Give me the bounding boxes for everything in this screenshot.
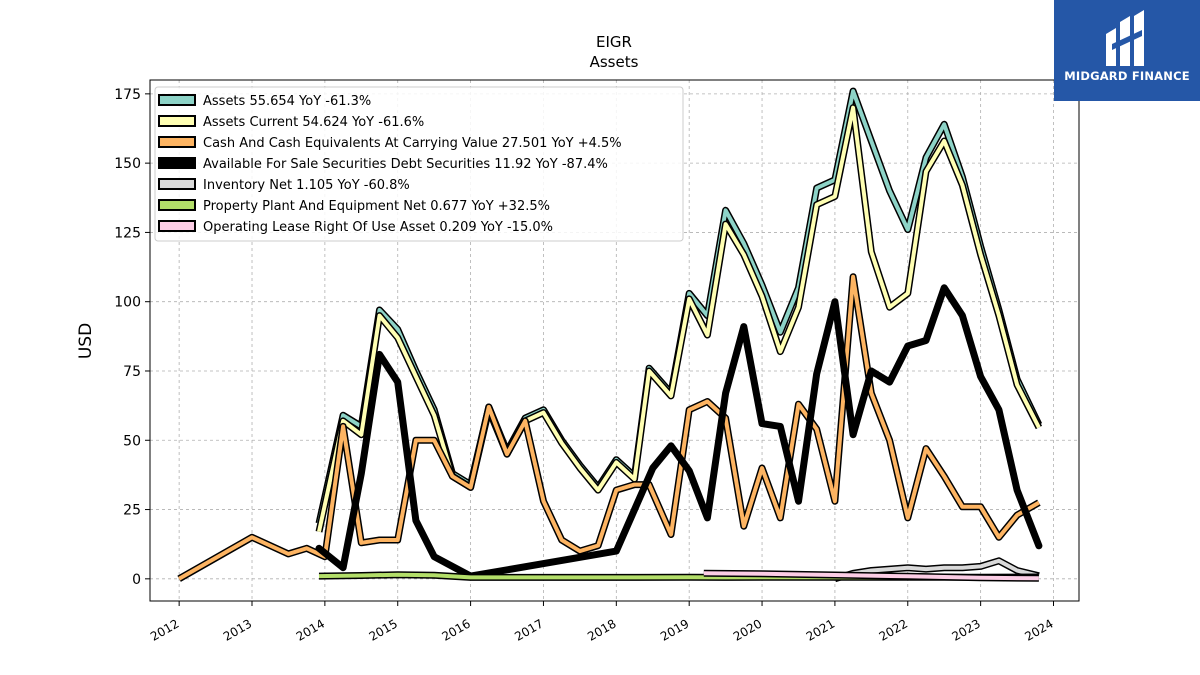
x-tick-label: 2024 xyxy=(1022,616,1055,643)
x-tick-label: 2013 xyxy=(221,616,254,643)
brand-badge: MIDGARD FINANCE xyxy=(1054,0,1200,101)
legend-box xyxy=(154,86,684,242)
legend-swatch xyxy=(158,178,196,190)
x-tick-label: 2023 xyxy=(949,616,982,643)
legend: Assets 55.654 YoY -61.3% Assets Current 5… xyxy=(154,86,684,242)
midgard-finance-logo-icon xyxy=(1106,10,1144,66)
x-tick-label: 2012 xyxy=(148,616,181,643)
series-line-assets-current xyxy=(317,105,1041,533)
legend-label: Inventory Net 1.105 YoY -60.8% xyxy=(203,178,410,193)
series-line-inventory-net xyxy=(834,558,1040,581)
x-tick-label: 2019 xyxy=(658,616,691,643)
x-tick-label: 2018 xyxy=(585,616,618,643)
legend-label: Operating Lease Right Of Use Asset 0.209… xyxy=(203,220,553,235)
legend-swatch xyxy=(158,136,196,148)
y-axis-label: USD xyxy=(76,323,96,359)
x-tick-label: 2022 xyxy=(877,616,910,643)
series-line-operating-lease-right-of-use-asset xyxy=(703,571,1039,581)
x-tick-label: 2016 xyxy=(439,616,472,643)
y-tick-label: 50 xyxy=(123,433,141,449)
x-axis: 2012 2013 2014 2015 2016 2017 2018 2019 2020 2021… xyxy=(148,601,1056,644)
x-tick-label: 2017 xyxy=(512,616,545,643)
y-tick-label: 25 xyxy=(123,503,141,519)
legend-swatch xyxy=(158,199,196,211)
series-layer xyxy=(177,87,1043,583)
legend-swatch xyxy=(158,220,196,232)
chart-title: EIGR xyxy=(596,33,632,51)
y-tick-label: 150 xyxy=(114,156,141,172)
legend-swatch xyxy=(158,157,196,169)
legend-swatch xyxy=(158,94,196,106)
legend-label: Assets 55.654 YoY -61.3% xyxy=(203,94,371,109)
x-tick-label: 2020 xyxy=(731,616,764,643)
x-tick-label: 2015 xyxy=(367,616,400,643)
chart-subtitle: Assets xyxy=(590,53,639,71)
legend-swatch xyxy=(158,115,196,127)
y-tick-label: 75 xyxy=(123,364,141,380)
series-line-available-for-sale-securities-debt-securities xyxy=(315,284,1043,580)
y-tick-label: 0 xyxy=(132,572,141,588)
y-tick-label: 100 xyxy=(114,295,141,311)
plot-frame xyxy=(149,79,1080,602)
legend-label: Cash And Cash Equivalents At Carrying Va… xyxy=(203,136,622,151)
y-tick-label: 175 xyxy=(114,87,141,103)
y-tick-label: 125 xyxy=(114,225,141,241)
series-line-cash-and-cash-equivalents-at-carrying-value xyxy=(178,274,1040,581)
y-axis: 0 25 50 75 100 125 150 175 xyxy=(114,87,150,588)
legend-label: Property Plant And Equipment Net 0.677 Y… xyxy=(203,199,550,214)
x-tick-label: 2021 xyxy=(804,616,837,643)
legend-label: Available For Sale Securities Debt Secur… xyxy=(203,157,608,172)
legend-label: Assets Current 54.624 YoY -61.6% xyxy=(203,115,424,130)
series-outline-cash-and-cash-equivalents-at-carrying-value xyxy=(177,273,1041,582)
brand-name: MIDGARD FINANCE xyxy=(1064,69,1190,83)
x-tick-label: 2014 xyxy=(294,616,327,643)
